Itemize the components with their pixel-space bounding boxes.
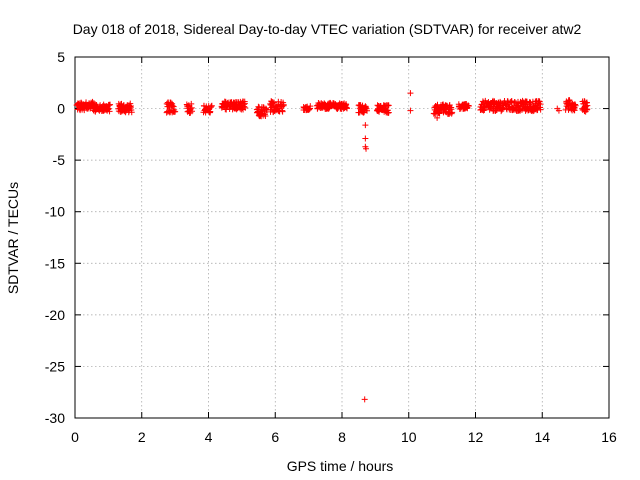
- data-point: [280, 101, 287, 108]
- grid: [75, 57, 609, 418]
- x-tick-label: 0: [71, 429, 79, 445]
- data-point: [362, 103, 369, 110]
- x-tick-label: 14: [534, 429, 550, 445]
- data-point: [344, 105, 351, 112]
- data-point: [306, 106, 313, 113]
- data-point: [189, 108, 196, 115]
- x-tick-label: 12: [468, 429, 484, 445]
- data-point: [269, 99, 276, 106]
- data-point: [271, 99, 278, 106]
- y-tick-label: 0: [57, 101, 65, 117]
- x-tick-label: 6: [271, 429, 279, 445]
- data-point: [262, 105, 269, 112]
- y-tick-labels: 5 0 -5 -10 -15 -20 -25 -30: [45, 49, 65, 426]
- data-point: [169, 102, 176, 109]
- data-point: [363, 145, 370, 152]
- data-point: [188, 100, 195, 107]
- data-point: [566, 96, 573, 103]
- x-tick-label: 16: [601, 429, 617, 445]
- data-point: [448, 106, 455, 113]
- x-tick-label: 8: [338, 429, 346, 445]
- data-point: [128, 109, 135, 116]
- x-tick-label: 10: [401, 429, 417, 445]
- data-point: [584, 102, 591, 109]
- y-tick-label: -25: [45, 358, 65, 374]
- data-point: [362, 135, 369, 142]
- data-point: [385, 102, 392, 109]
- data-point: [208, 102, 215, 109]
- data-point: [537, 106, 544, 113]
- y-tick-label: -20: [45, 307, 65, 323]
- y-axis-label: SDTVAR / TECUs: [5, 182, 21, 294]
- data-point: [361, 396, 368, 403]
- y-tick-label: -10: [45, 204, 65, 220]
- data-point: [460, 105, 467, 112]
- data-point: [207, 109, 214, 116]
- data-point: [242, 104, 249, 111]
- data-point: [307, 103, 314, 110]
- x-axis-label: GPS time / hours: [287, 458, 394, 474]
- data-point: [582, 108, 589, 115]
- data-point: [385, 109, 392, 116]
- data-point: [241, 103, 248, 110]
- data-point: [449, 109, 456, 116]
- data-point: [555, 107, 562, 114]
- data-point: [537, 101, 544, 108]
- data-point: [434, 114, 441, 121]
- data-point: [106, 108, 113, 115]
- data-point: [465, 102, 472, 109]
- data-point: [107, 101, 114, 108]
- y-tick-label: 5: [57, 49, 65, 65]
- data-points: [73, 90, 591, 403]
- y-tick-label: -15: [45, 255, 65, 271]
- x-tick-label: 4: [205, 429, 213, 445]
- x-tick-label: 2: [138, 429, 146, 445]
- data-point: [480, 107, 487, 114]
- data-point: [279, 108, 286, 115]
- data-point: [536, 98, 543, 105]
- data-point: [325, 105, 332, 112]
- data-point: [407, 107, 414, 114]
- data-point: [407, 90, 414, 97]
- data-point: [362, 122, 369, 129]
- data-point: [262, 113, 269, 120]
- x-tick-labels: 0 2 4 6 8 10 12 14 16: [71, 429, 617, 445]
- data-point: [207, 104, 214, 111]
- data-point: [172, 108, 179, 115]
- data-point: [364, 107, 371, 114]
- axis-ticks: [74, 56, 610, 419]
- y-tick-label: -30: [45, 410, 65, 426]
- y-tick-label: -5: [53, 152, 66, 168]
- data-point: [445, 105, 452, 112]
- data-point: [572, 102, 579, 109]
- chart-title: Day 018 of 2018, Sidereal Day-to-day VTE…: [73, 21, 582, 37]
